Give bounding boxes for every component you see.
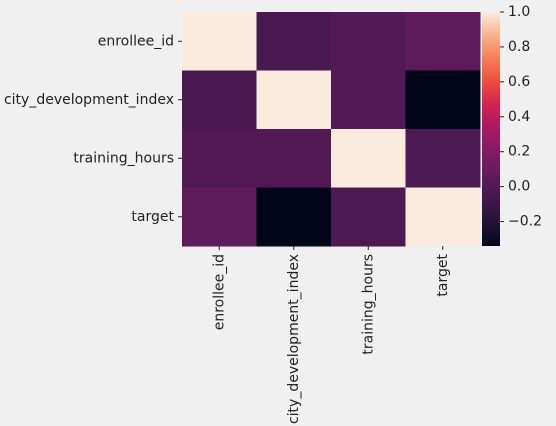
heatmap-cell-enrollee_id-training_hours — [331, 12, 406, 71]
colorbar-tick-label: 0.0 — [508, 179, 530, 195]
heatmap-cell-enrollee_id-city_development_index — [256, 12, 332, 71]
heatmap-cell-target-city_development_index — [256, 187, 332, 247]
heatmap-cell-city_development_index-target — [405, 70, 481, 130]
colorbar-tick-label: 1.0 — [508, 4, 530, 20]
heatmap-cell-training_hours-target — [405, 129, 481, 188]
colorbar-tick-label: 0.2 — [508, 144, 530, 160]
heatmap-cell-training_hours-training_hours — [331, 129, 406, 188]
heatmap-cell-city_development_index-city_development_index — [256, 70, 332, 130]
colorbar-tick-label: 0.4 — [508, 109, 530, 125]
heatmap-cells — [182, 12, 481, 247]
row-label-city_development_index: city_development_index — [4, 92, 174, 108]
col-label-city_development_index: city_development_index — [286, 254, 302, 424]
heatmap-cell-target-training_hours — [331, 187, 406, 247]
colorbar-ticks: −0.2 0.0 0.2 0.4 0.6 0.8 1.0 — [500, 4, 542, 230]
row-label-enrollee_id: enrollee_id — [98, 33, 174, 49]
row-label-target: target — [131, 209, 174, 225]
heatmap-cell-city_development_index-enrollee_id — [182, 70, 257, 130]
heatmap-cell-target-enrollee_id — [182, 187, 257, 247]
colorbar-tick-label: −0.2 — [508, 214, 542, 230]
col-label-training_hours: training_hours — [360, 254, 376, 355]
colorbar-gradient — [482, 12, 500, 246]
heatmap-cell-enrollee_id-enrollee_id — [182, 12, 257, 71]
heatmap-cell-city_development_index-training_hours — [331, 70, 406, 130]
col-label-target: target — [435, 254, 451, 297]
heatmap-cell-training_hours-enrollee_id — [182, 129, 257, 188]
row-labels: enrollee_id city_development_indextrainin… — [4, 33, 182, 225]
heatmap-cell-enrollee_id-target — [405, 12, 481, 71]
col-label-enrollee_id: enrollee_id — [211, 254, 227, 330]
row-label-training_hours: training_hours — [73, 150, 174, 166]
colorbar — [482, 12, 500, 246]
heatmap-cell-target-target — [405, 187, 481, 247]
colorbar-tick-label: 0.8 — [508, 39, 530, 55]
heatmap-cell-training_hours-city_development_index — [256, 129, 332, 188]
colorbar-tick-label: 0.6 — [508, 74, 530, 90]
column-labels: enrollee_id city_development_index trainin… — [211, 246, 451, 424]
